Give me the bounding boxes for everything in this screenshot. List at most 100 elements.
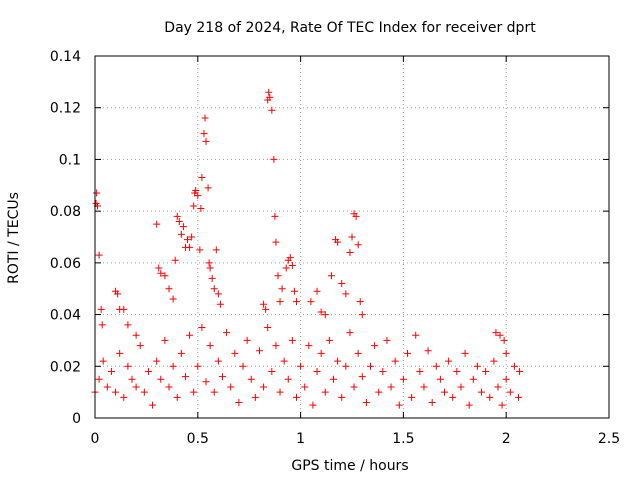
data-point xyxy=(155,264,163,272)
data-point xyxy=(329,375,337,383)
data-point xyxy=(218,373,226,381)
data-point xyxy=(192,186,200,194)
y-tick-label: 0.04 xyxy=(50,308,81,324)
data-point xyxy=(200,130,208,138)
data-point xyxy=(286,254,294,262)
data-point xyxy=(98,321,106,329)
data-point xyxy=(486,393,494,401)
data-point xyxy=(356,298,364,306)
data-point xyxy=(441,388,449,396)
data-point xyxy=(348,233,356,241)
data-point xyxy=(276,388,284,396)
data-point xyxy=(334,238,342,246)
data-point xyxy=(186,331,194,339)
data-point xyxy=(194,192,202,200)
data-point xyxy=(112,388,120,396)
data-point xyxy=(144,367,152,375)
data-point xyxy=(342,362,350,370)
data-point xyxy=(190,388,198,396)
axis-ticks: 0 0.5 1 1.5 2 2.5 0 0.02 0.04 0.06 0.08 0.1 0.12 0.14 xyxy=(50,49,620,447)
data-point xyxy=(140,388,148,396)
data-point xyxy=(95,375,103,383)
data-point xyxy=(132,331,140,339)
data-point xyxy=(266,93,274,101)
data-point xyxy=(395,401,403,409)
data-point xyxy=(284,375,292,383)
data-point xyxy=(169,362,177,370)
data-point xyxy=(416,367,424,375)
data-point xyxy=(354,241,362,249)
data-point xyxy=(387,383,395,391)
data-point xyxy=(251,393,259,401)
data-point xyxy=(492,329,500,337)
data-point xyxy=(93,189,101,197)
x-tick-label: 2 xyxy=(502,431,511,447)
data-point xyxy=(502,375,510,383)
data-point xyxy=(478,388,486,396)
data-point xyxy=(482,367,490,375)
data-point xyxy=(290,287,298,295)
plot-frame xyxy=(94,55,610,419)
data-point xyxy=(272,342,280,350)
data-point xyxy=(262,305,270,313)
data-point xyxy=(268,367,276,375)
y-tick-label: 0 xyxy=(72,411,81,427)
data-point xyxy=(358,311,366,319)
data-point xyxy=(268,106,276,114)
data-point xyxy=(317,308,325,316)
data-point xyxy=(184,236,192,244)
data-point xyxy=(338,280,346,288)
data-point xyxy=(239,362,247,370)
data-point xyxy=(445,357,453,365)
data-point xyxy=(177,349,185,357)
data-point xyxy=(506,388,514,396)
data-point xyxy=(321,388,329,396)
data-point xyxy=(292,393,300,401)
data-point xyxy=(436,375,444,383)
data-point xyxy=(449,393,457,401)
data-point xyxy=(307,298,315,306)
y-tick-label: 0.14 xyxy=(50,49,81,65)
data-point xyxy=(173,393,181,401)
x-tick-label: 1 xyxy=(296,431,305,447)
data-point xyxy=(352,212,360,220)
data-point xyxy=(309,401,317,409)
data-point xyxy=(179,223,187,231)
data-point xyxy=(198,324,206,331)
data-point xyxy=(214,290,222,298)
data-point xyxy=(327,272,335,280)
data-point xyxy=(208,274,216,282)
data-point xyxy=(95,251,103,259)
data-point xyxy=(214,357,222,365)
data-point xyxy=(186,243,194,251)
data-point xyxy=(243,336,251,344)
data-point xyxy=(169,295,177,303)
data-point xyxy=(272,238,280,246)
data-point xyxy=(103,383,111,391)
data-point xyxy=(325,336,333,344)
data-point xyxy=(321,311,329,319)
data-point xyxy=(97,305,105,313)
data-point xyxy=(399,375,407,383)
data-point xyxy=(153,220,161,228)
data-point xyxy=(313,367,321,375)
data-point xyxy=(469,375,477,383)
data-point xyxy=(428,398,436,406)
data-point xyxy=(216,300,224,308)
x-tick-label: 0.5 xyxy=(187,431,209,447)
data-point xyxy=(116,349,124,357)
data-point xyxy=(202,137,210,145)
data-point xyxy=(227,383,235,391)
data-point xyxy=(198,174,206,182)
data-point xyxy=(510,362,518,370)
data-point xyxy=(350,383,358,391)
data-point xyxy=(107,367,115,375)
data-point xyxy=(260,300,268,308)
data-point xyxy=(494,383,502,391)
data-point xyxy=(280,357,288,365)
x-tick-label: 1.5 xyxy=(392,431,414,447)
data-point xyxy=(358,373,366,381)
data-point xyxy=(196,246,204,254)
x-tick-label: 0 xyxy=(91,431,100,447)
y-tick-label: 0.1 xyxy=(59,152,81,168)
